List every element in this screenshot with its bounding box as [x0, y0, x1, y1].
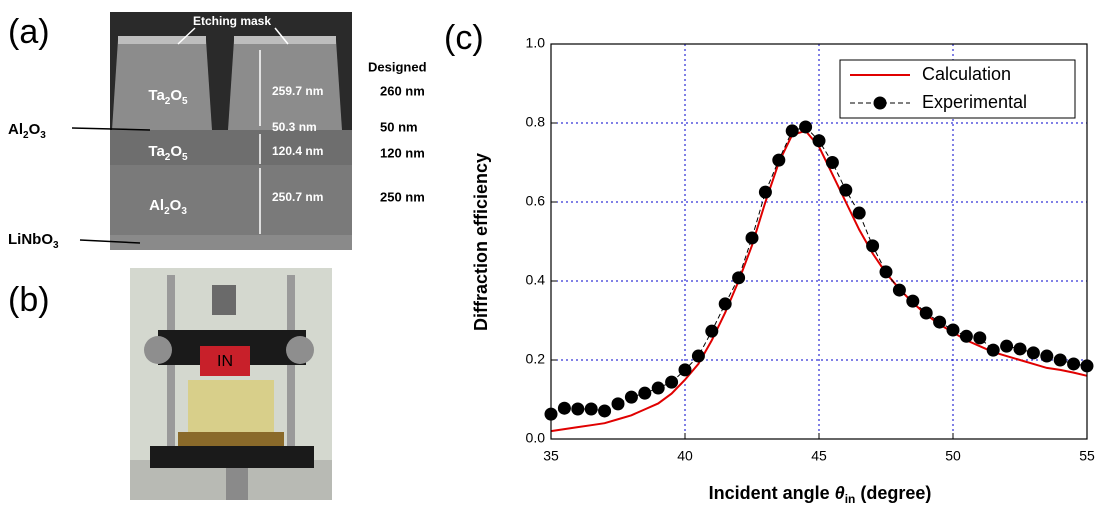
data-point [825, 156, 839, 169]
data-point [906, 294, 920, 308]
y-tick-label: 0.2 [526, 351, 546, 367]
data-point [986, 343, 1000, 357]
data-point [557, 401, 571, 415]
x-tick-label: 50 [945, 448, 961, 464]
legend-swatch-dot [873, 96, 887, 110]
y-tick-label: 1.0 [526, 35, 546, 51]
data-point [772, 153, 786, 167]
data-point [598, 404, 612, 418]
x-axis-label: Incident angle θin (degree) [709, 483, 932, 509]
x-tick-label: 55 [1079, 448, 1095, 464]
data-point [946, 323, 960, 337]
x-axis-label-part: in [845, 492, 856, 506]
data-point [624, 390, 638, 404]
panel-label: (c) [444, 19, 484, 57]
x-axis-label-part: θ [835, 483, 845, 503]
data-point [638, 386, 652, 400]
legend-label: Calculation [922, 64, 1011, 84]
measured-thickness: 259.7 nm [272, 84, 323, 98]
photo-tag: IN [217, 353, 233, 370]
data-point [973, 331, 987, 345]
side-label: Al2O3 [8, 121, 46, 141]
legend-label: Experimental [922, 92, 1027, 112]
data-point [1000, 339, 1014, 353]
photo [130, 268, 332, 500]
side-label: LiNbO3 [8, 231, 59, 251]
arrow [71, 127, 151, 131]
data-point [665, 375, 679, 389]
data-point [866, 239, 880, 253]
data-point [571, 402, 585, 416]
layer-label: Al2O3 [149, 197, 187, 217]
designed-thickness: 50 nm [380, 119, 418, 134]
x-tick-label: 35 [543, 448, 559, 464]
data-point [705, 324, 719, 338]
data-point [745, 231, 759, 245]
data-point [799, 120, 813, 134]
x-axis-label-part: (degree) [860, 483, 931, 503]
measured-thickness: 50.3 nm [272, 120, 317, 134]
data-point [1026, 346, 1040, 360]
x-tick-label: 45 [811, 448, 827, 464]
designed-title: Designed [368, 59, 427, 74]
data-point [852, 206, 866, 220]
x-axis-label-part: Incident angle [709, 483, 830, 503]
data-point [691, 349, 705, 363]
arrow [79, 239, 141, 244]
data-point [839, 183, 853, 197]
data-point [812, 134, 826, 148]
designed-thickness: 120 nm [380, 145, 425, 160]
data-point [678, 363, 692, 377]
y-tick-label: 0.8 [526, 114, 546, 130]
data-point [959, 329, 973, 343]
data-point [1040, 349, 1054, 363]
y-axis-label: Diffraction efficiency [471, 153, 491, 331]
chart: (c) Diffraction efficiency Incident angl… [444, 19, 1095, 509]
y-tick-label: 0.6 [526, 193, 546, 209]
measured-thickness: 120.4 nm [272, 144, 323, 158]
data-point [892, 283, 906, 297]
panel-label: (b) [8, 281, 50, 319]
measured-thickness: 250.7 nm [272, 190, 323, 204]
y-tick-label: 0.0 [526, 430, 546, 446]
data-point [1067, 357, 1081, 371]
x-tick-label: 40 [677, 448, 693, 464]
data-point [785, 124, 799, 138]
plot-frame [550, 43, 1088, 440]
y-tick-label: 0.4 [526, 272, 546, 288]
data-point [584, 402, 598, 416]
sem-image [110, 12, 352, 250]
panel-label: (a) [8, 13, 50, 51]
data-point [651, 381, 665, 395]
data-point [611, 397, 625, 411]
data-point [718, 297, 732, 311]
data-point [1013, 342, 1027, 356]
layer-label: Ta2O5 [148, 143, 188, 163]
designed-thickness: 250 nm [380, 189, 425, 204]
etching-mask-label: Etching mask [193, 14, 271, 28]
data-point [879, 265, 893, 279]
data-point [1053, 353, 1067, 367]
data-point [933, 315, 947, 329]
data-point [919, 306, 933, 320]
data-point [732, 271, 746, 285]
layer-label: Ta2O5 [148, 87, 188, 107]
designed-thickness: 260 nm [380, 83, 425, 98]
data-point [758, 185, 772, 199]
